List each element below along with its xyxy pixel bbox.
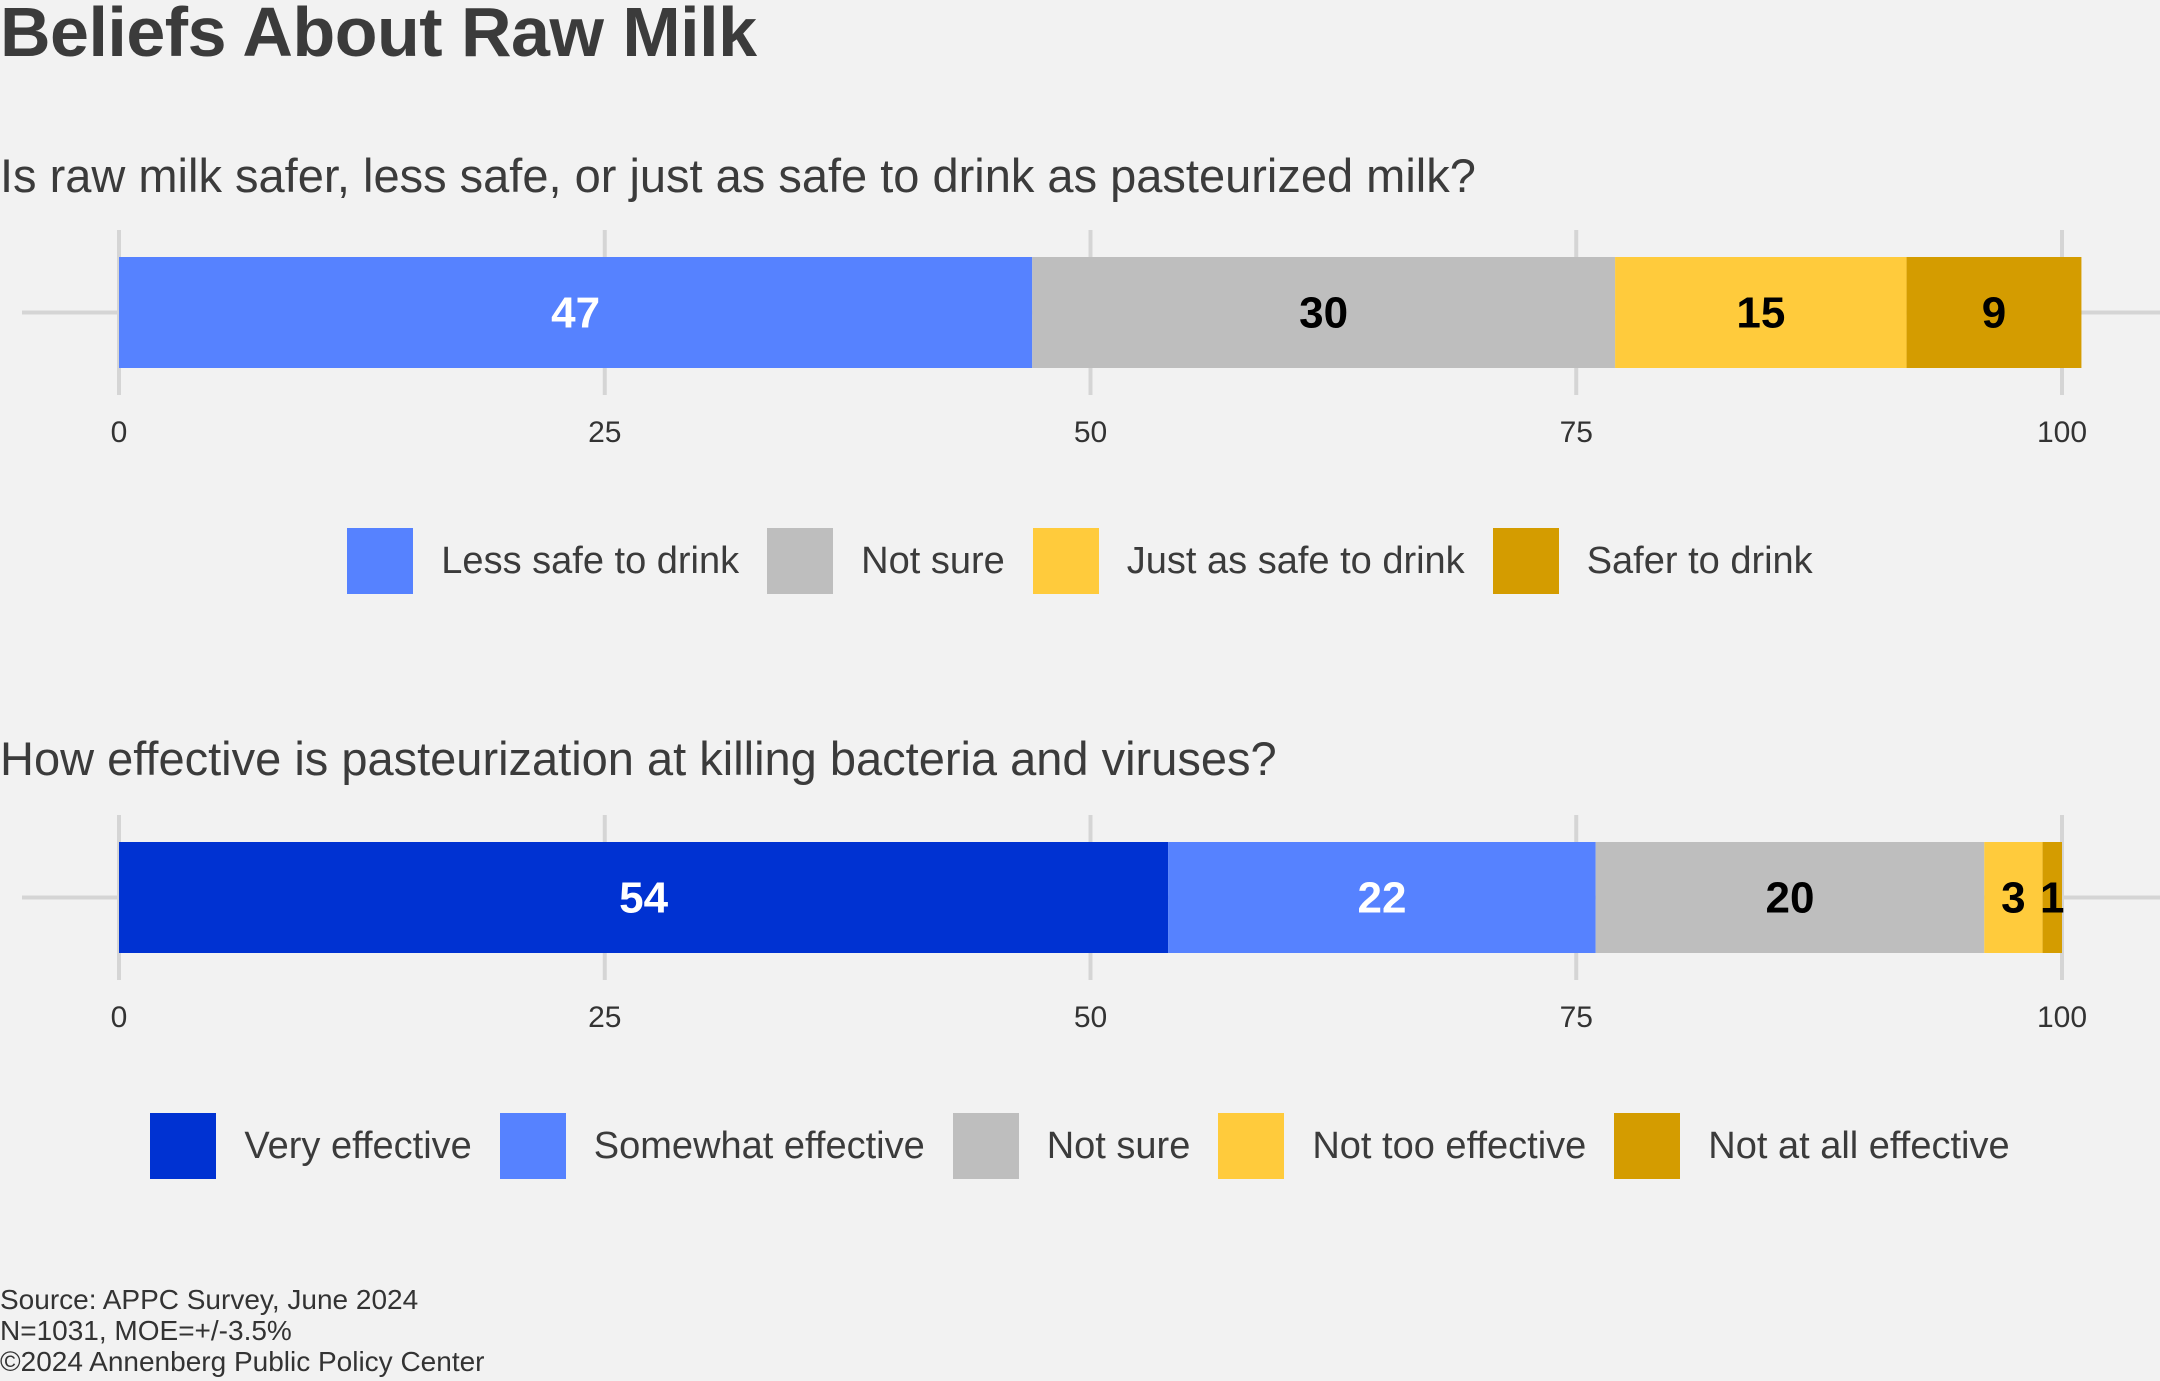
chart-1-tick-label-100: 100 [2037,416,2087,449]
chart-1-tick-label-75: 75 [1560,416,1593,449]
chart-2-legend-item-somewhat-effective: Somewhat effective [499,1113,925,1179]
caption-copyright: ©2024 Annenberg Public Policy Center [0,1346,485,1377]
chart-2-legend: Very effective Somewhat effective Not sure… [0,1113,2160,1179]
chart-2-tick-label-0: 0 [111,1001,128,1034]
chart-1-bar-not-sure [1032,257,1616,368]
chart-2-tick-label-100: 100 [2037,1001,2087,1034]
legend-label: Not at all effective [1708,1124,2010,1167]
caption-sample: N=1031, MOE=+/-3.5% [0,1315,292,1346]
legend-swatch [1614,1113,1681,1179]
chart-1-bar-less-safe-to-drink [119,257,1033,368]
legend-swatch [952,1113,1019,1179]
chart-2-legend-item-not-sure: Not sure [952,1113,1191,1179]
legend-label: Not sure [861,539,1005,582]
legend-swatch [1218,1113,1285,1179]
chart-2-legend-item-very-effective: Very effective [150,1113,472,1179]
chart-2-bar-somewhat-effective [1168,842,1596,953]
chart-2-tick-label-75: 75 [1560,1001,1593,1034]
legend-swatch [347,528,414,594]
chart-2-data-label-not-sure: 20 [1766,874,1815,923]
source-caption: Source: APPC Survey, June 2024 N=1031, M… [0,1284,485,1377]
chart-2-data-label-not-at-all-effective: 1 [2040,874,2064,923]
chart-2-pasteurization-effectiveness: 54 22 20 3 1 0 25 50 75 100 [22,815,2160,1034]
chart-1-legend-item-less-safe-to-drink: Less safe to drink [347,528,739,594]
chart-1-legend: Less safe to drink Not sure Just as safe t… [0,528,2160,594]
chart-1-data-label-just-as-safe-to-drink: 15 [1736,289,1785,338]
chart-2-tick-label-50: 50 [1074,1001,1107,1034]
legend-swatch [1032,528,1099,594]
legend-swatch [150,1113,217,1179]
chart-1-data-label-safer-to-drink: 9 [1982,289,2006,338]
legend-swatch [767,528,834,594]
legend-label: Less safe to drink [441,539,740,582]
legend-label: Not sure [1046,1124,1191,1167]
chart-1-legend-item-safer-to-drink: Safer to drink [1492,528,1813,594]
chart-1-legend-item-not-sure: Not sure [767,528,1005,594]
chart-1-data-label-not-sure: 30 [1299,289,1348,338]
chart-1-bar-safer-to-drink [1906,257,2082,368]
figure-title: Beliefs About Raw Milk [0,0,757,71]
chart-1-tick-label-50: 50 [1074,416,1107,449]
legend-swatch [499,1113,566,1179]
chart-2-data-label-somewhat-effective: 22 [1357,874,1406,923]
chart-1-title: Is raw milk safer, less safe, or just as… [0,149,1476,202]
chart-2-title: How effective is pasteurization at killi… [0,732,1277,785]
chart-2-tick-label-25: 25 [588,1001,621,1034]
legend-label: Somewhat effective [593,1124,925,1167]
chart-2-bar-not-sure [1595,842,1985,953]
chart-2-legend-item-not-at-all-effective: Not at all effective [1614,1113,2010,1179]
legend-label: Very effective [244,1124,472,1167]
chart-1-tick-label-0: 0 [111,416,128,449]
legend-label: Safer to drink [1586,539,1813,582]
chart-1-data-label-less-safe-to-drink: 47 [551,289,600,338]
chart-2-bar-not-at-all-effective [2042,842,2062,953]
chart-1-tick-label-25: 25 [588,416,621,449]
legend-label: Just as safe to drink [1126,539,1465,582]
chart-1-bar-just-as-safe-to-drink [1615,257,1907,368]
chart-2-bar-very-effective [119,842,1169,953]
chart-1-raw-milk-safety: 47 30 15 9 0 25 50 75 100 [22,230,2160,449]
chart-2-data-label-not-too-effective: 3 [2001,874,2025,923]
chart-2-legend-item-not-too-effective: Not too effective [1218,1113,1586,1179]
chart-1-legend-item-just-as-safe-to-drink: Just as safe to drink [1032,528,1465,594]
caption-source: Source: APPC Survey, June 2024 [0,1284,419,1315]
legend-label: Not too effective [1312,1124,1587,1167]
chart-2-bar-not-too-effective [1984,842,2043,953]
chart-2-data-label-very-effective: 54 [619,874,668,923]
legend-swatch [1492,528,1559,594]
